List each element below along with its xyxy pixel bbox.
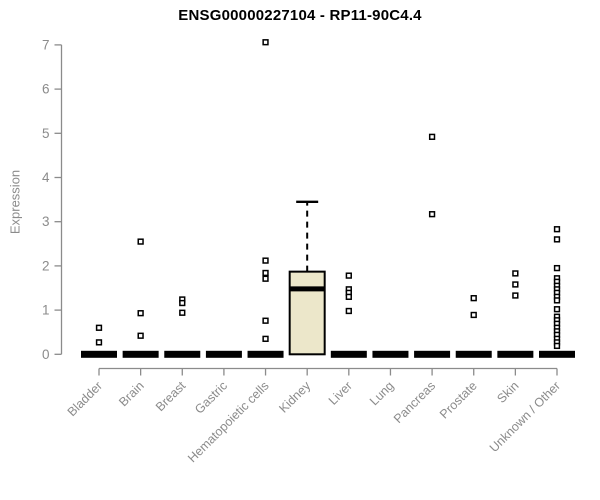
category-label: Breast — [153, 378, 189, 414]
y-tick-label: 7 — [42, 37, 50, 52]
category-label: Brain — [116, 379, 147, 410]
outlier-point — [95, 339, 103, 346]
outlier-point — [262, 335, 269, 342]
collapsed-box — [81, 350, 117, 358]
outlier-point — [345, 293, 352, 300]
outlier-point — [553, 236, 561, 243]
outlier-point — [262, 269, 269, 277]
collapsed-box — [455, 350, 492, 358]
outlier-point — [553, 342, 561, 350]
outlier-point — [262, 39, 269, 46]
outlier-point — [470, 295, 477, 302]
outlier-point — [553, 226, 561, 233]
collapsed-box — [247, 350, 284, 358]
category-label: Pancreas — [391, 379, 438, 426]
outlier-point — [428, 211, 436, 218]
outlier-point — [345, 307, 352, 315]
y-tick-label: 6 — [42, 82, 50, 97]
category-label: Lung — [367, 379, 397, 409]
collapsed-box — [372, 350, 409, 358]
outlier-point — [137, 238, 144, 245]
category-label: Gastric — [192, 379, 230, 417]
category-label: Skin — [494, 379, 521, 406]
boxplot-box — [288, 270, 326, 356]
category-label: Kidney — [276, 378, 313, 415]
outlier-point — [262, 257, 269, 264]
collapsed-box — [164, 350, 201, 358]
category-label: Unknown / Other — [487, 379, 563, 455]
y-tick-label: 1 — [42, 303, 50, 318]
outlier-point — [553, 297, 561, 304]
outlier-point — [470, 311, 477, 319]
collapsed-box — [497, 350, 534, 358]
category-label: Bladder — [65, 379, 105, 419]
outlier-point — [262, 275, 269, 282]
outlier-point — [137, 310, 144, 317]
outlier-point — [137, 332, 144, 339]
category-label: Liver — [326, 379, 355, 408]
outlier-point — [512, 270, 519, 277]
y-tick-label: 2 — [42, 258, 50, 273]
outlier-point — [262, 317, 269, 324]
outlier-point — [345, 272, 352, 279]
category-label: Prostate — [437, 379, 480, 422]
outlier-point — [553, 306, 561, 313]
y-tick-label: 4 — [42, 170, 50, 185]
collapsed-box — [330, 350, 367, 358]
collapsed-box — [122, 350, 159, 358]
category-label: Hematopoietic cells — [185, 379, 272, 466]
outlier-point — [179, 299, 186, 307]
collapsed-box — [414, 350, 451, 358]
outlier-point — [428, 133, 436, 140]
outlier-point — [553, 264, 561, 272]
outlier-point — [512, 292, 519, 299]
outlier-point — [95, 324, 103, 331]
outlier-point — [179, 309, 186, 316]
y-tick-label: 3 — [42, 214, 50, 229]
collapsed-box — [205, 350, 242, 358]
outlier-point — [512, 281, 519, 288]
collapsed-box — [539, 350, 575, 358]
chart-title: ENSG00000227104 - RP11-90C4.4 — [178, 7, 422, 24]
y-tick-label: 0 — [42, 347, 50, 362]
y-tick-label: 5 — [42, 126, 50, 141]
